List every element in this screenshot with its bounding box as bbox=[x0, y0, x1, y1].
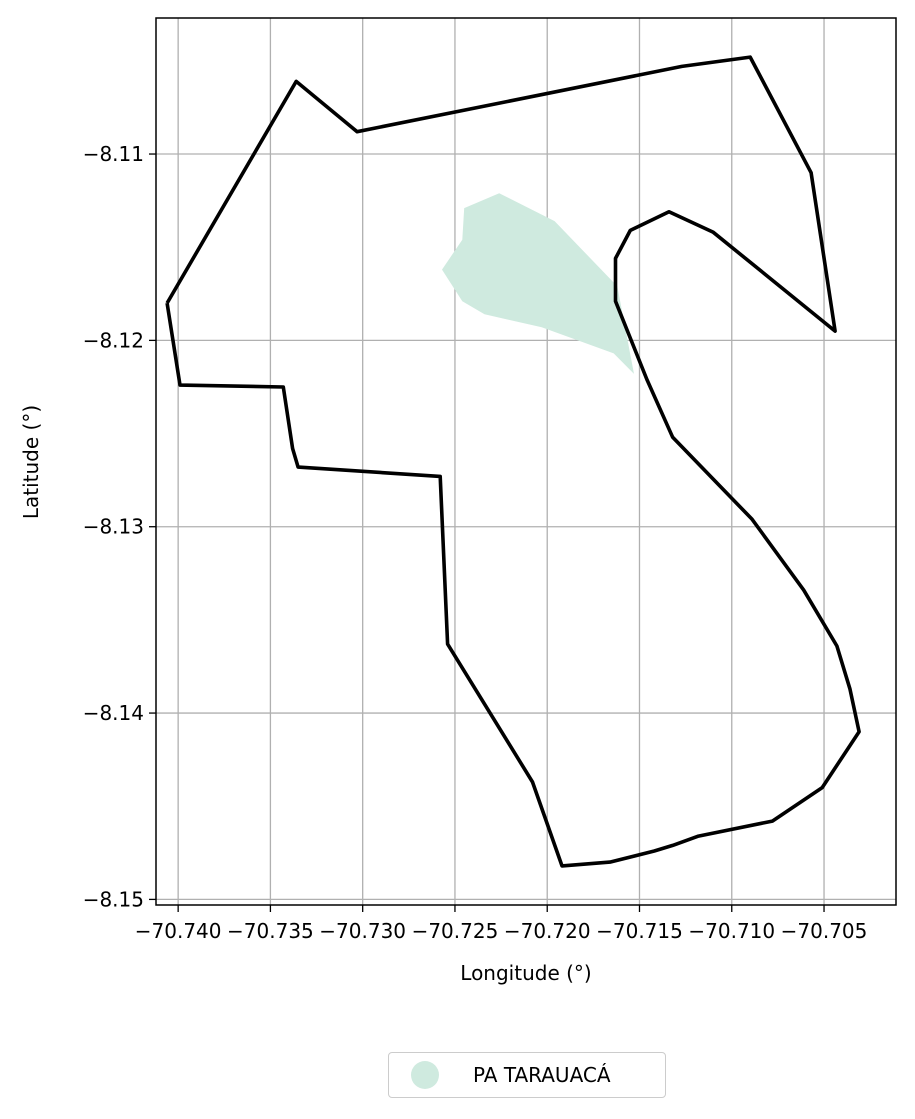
plot-frame bbox=[155, 17, 897, 906]
y-axis-label: Latitude (°) bbox=[19, 405, 43, 519]
x-tick-label: −70.720 bbox=[504, 919, 591, 943]
boundary-outline bbox=[165, 55, 861, 868]
y-tick-label: −8.15 bbox=[83, 887, 144, 911]
axis-ticks: −70.740 −70.735 −70.730 −70.725 −70.720 −70.7… bbox=[83, 142, 868, 943]
y-tick-label: −8.11 bbox=[83, 142, 144, 166]
x-tick-label: −70.715 bbox=[596, 919, 683, 943]
y-tick-label: −8.14 bbox=[83, 701, 144, 725]
x-tick-label: −70.735 bbox=[227, 919, 314, 943]
x-tick-label: −70.730 bbox=[319, 919, 406, 943]
x-tick-label: −70.725 bbox=[412, 919, 499, 943]
y-tick-label: −8.12 bbox=[83, 328, 144, 352]
y-tick-label: −8.13 bbox=[83, 515, 144, 539]
pa-tarauaca-area bbox=[442, 193, 634, 374]
x-axis-label: Longitude (°) bbox=[460, 961, 591, 985]
x-tick-label: −70.705 bbox=[781, 919, 868, 943]
legend: PA TARAUACÁ bbox=[388, 1052, 666, 1098]
gridlines bbox=[156, 18, 896, 905]
map-layers bbox=[165, 55, 861, 868]
legend-label: PA TARAUACÁ bbox=[473, 1063, 611, 1087]
x-tick-label: −70.740 bbox=[135, 919, 222, 943]
legend-marker-icon bbox=[411, 1061, 439, 1089]
x-tick-label: −70.710 bbox=[688, 919, 775, 943]
